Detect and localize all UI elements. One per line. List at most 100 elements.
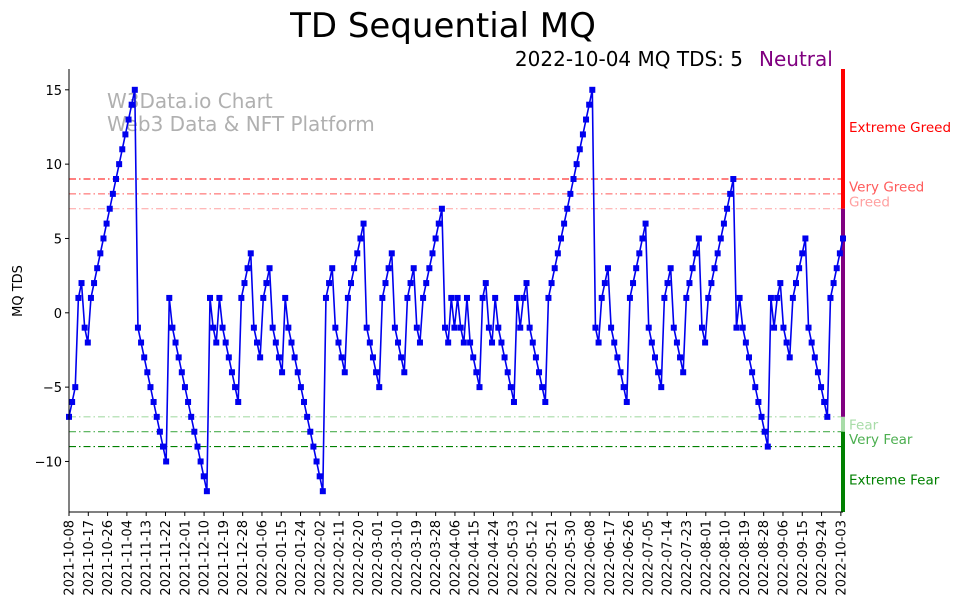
data-point	[567, 190, 574, 197]
data-point	[197, 458, 204, 465]
data-point	[470, 354, 477, 361]
data-point	[200, 473, 207, 480]
data-point	[514, 294, 521, 301]
data-point	[348, 280, 355, 287]
data-point	[188, 413, 195, 420]
data-point	[617, 369, 624, 376]
data-point	[326, 280, 333, 287]
data-point	[460, 339, 467, 346]
data-point	[705, 294, 712, 301]
data-point	[385, 265, 392, 272]
data-point	[322, 294, 329, 301]
data-point	[564, 205, 571, 212]
data-point	[160, 443, 167, 450]
data-point	[332, 324, 339, 331]
data-point	[586, 101, 593, 108]
data-point	[153, 413, 160, 420]
data-point	[335, 339, 342, 346]
x-tick-label: 2022-02-02	[313, 520, 328, 596]
data-point	[771, 324, 778, 331]
data-point	[548, 280, 555, 287]
data-point	[282, 294, 289, 301]
data-point	[639, 235, 646, 242]
data-point	[235, 398, 242, 405]
x-tick-label: 2021-10-08	[63, 520, 78, 596]
x-tick-label: 2021-12-10	[198, 520, 213, 596]
x-tick-label: 2022-05-30	[564, 520, 579, 596]
data-point	[376, 384, 383, 391]
data-point	[426, 265, 433, 272]
data-point	[156, 428, 163, 435]
data-point	[670, 324, 677, 331]
x-tick-label: 2022-04-15	[468, 520, 483, 596]
x-tick-label: 2022-03-28	[429, 520, 444, 596]
data-point	[144, 369, 151, 376]
data-point	[736, 294, 743, 301]
data-point	[501, 354, 508, 361]
data-point	[630, 280, 637, 287]
data-point	[438, 205, 445, 212]
data-point	[301, 398, 308, 405]
data-point	[94, 265, 101, 272]
x-tick-label: 2021-11-04	[120, 520, 135, 596]
data-point	[827, 294, 834, 301]
data-point	[313, 458, 320, 465]
data-point	[260, 294, 267, 301]
data-point	[416, 339, 423, 346]
data-point	[131, 86, 138, 93]
data-point	[633, 265, 640, 272]
data-point	[72, 384, 79, 391]
data-point	[413, 324, 420, 331]
x-tick-label: 2021-11-13	[140, 520, 155, 596]
data-point	[294, 369, 301, 376]
data-point	[407, 280, 414, 287]
data-point	[279, 369, 286, 376]
data-point	[614, 354, 621, 361]
data-point	[100, 235, 107, 242]
data-point	[473, 369, 480, 376]
data-point	[379, 294, 386, 301]
data-point	[774, 294, 781, 301]
data-point	[745, 354, 752, 361]
series-line	[68, 89, 844, 492]
data-point	[84, 339, 91, 346]
x-tick-label: 2022-08-01	[699, 520, 714, 596]
data-point	[181, 384, 188, 391]
data-point	[811, 354, 818, 361]
data-point	[799, 250, 806, 257]
data-point	[608, 324, 615, 331]
data-point	[504, 369, 511, 376]
data-point	[620, 384, 627, 391]
data-point	[134, 324, 141, 331]
data-point	[523, 280, 530, 287]
data-point	[275, 354, 282, 361]
data-point	[686, 280, 693, 287]
x-tick-label: 2022-03-10	[391, 520, 406, 596]
sentiment-status: Neutral	[759, 47, 833, 71]
data-point	[404, 294, 411, 301]
data-point	[310, 443, 317, 450]
data-point	[445, 339, 452, 346]
chart-title: TD Sequential MQ	[289, 6, 596, 46]
data-point	[539, 384, 546, 391]
data-point	[623, 398, 630, 405]
zone-label: Greed	[849, 194, 890, 210]
data-point	[611, 339, 618, 346]
x-tick-label: 2022-05-03	[506, 520, 521, 596]
data-point	[492, 294, 499, 301]
data-point	[764, 443, 771, 450]
data-point	[595, 339, 602, 346]
data-point	[388, 250, 395, 257]
data-point	[777, 280, 784, 287]
data-point	[285, 324, 292, 331]
x-tick-label: 2022-01-15	[275, 520, 290, 596]
data-point	[241, 280, 248, 287]
data-point	[532, 354, 539, 361]
data-point	[840, 235, 846, 242]
data-point	[175, 354, 182, 361]
x-tick-label: 2022-07-05	[641, 520, 656, 596]
data-point	[457, 324, 464, 331]
zone-label: Very Fear	[849, 432, 913, 448]
data-point	[793, 280, 799, 287]
data-point	[561, 220, 568, 227]
